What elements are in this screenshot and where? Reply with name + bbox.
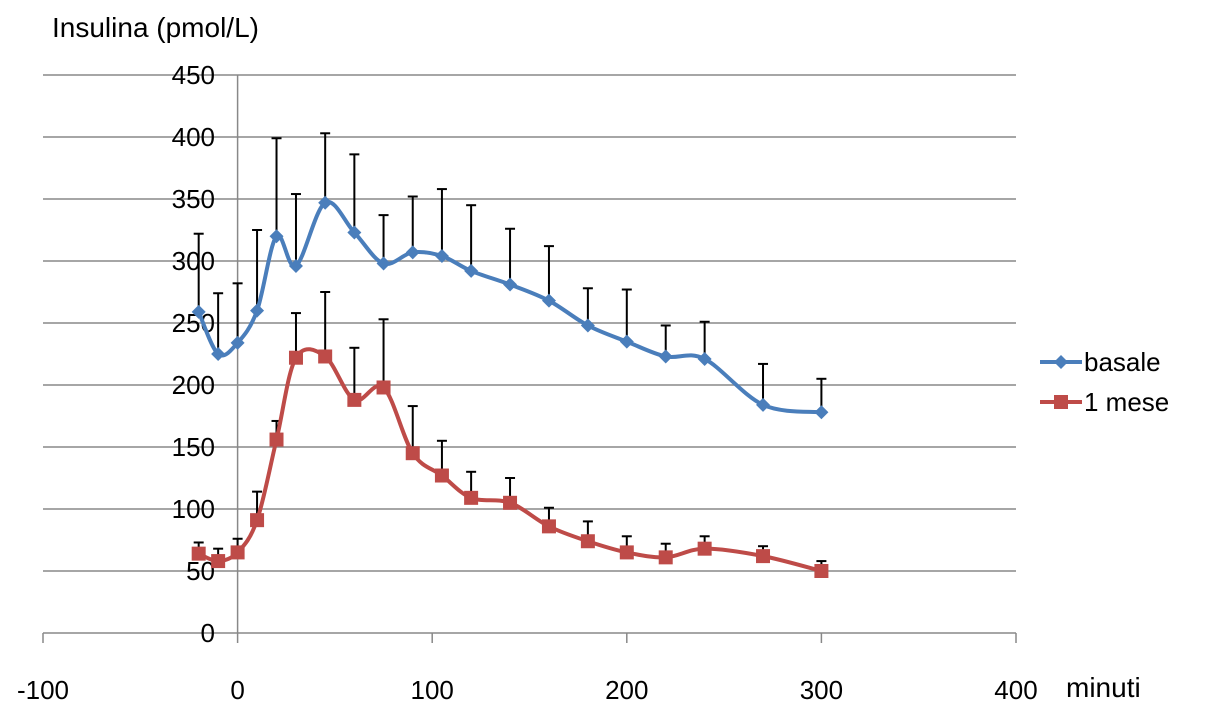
marker-1-mese-2	[230, 545, 245, 560]
x-tick-label--100: -100	[17, 675, 69, 705]
marker-basale-3	[250, 303, 265, 318]
marker-basale-15	[619, 334, 634, 349]
legend-label-basale: basale	[1084, 346, 1161, 377]
marker-basale-13	[541, 293, 556, 308]
legend-swatch-basale	[1040, 355, 1082, 369]
marker-1-mese-7	[347, 392, 362, 407]
x-tick-label-400: 400	[994, 675, 1037, 705]
y-tick-label-300: 300	[172, 246, 215, 276]
x-axis-title: minuti	[1066, 672, 1141, 703]
series-line-1-mese	[197, 347, 822, 573]
marker-basale-1	[211, 347, 226, 361]
marker-basale-14	[580, 318, 595, 333]
marker-basale-12	[503, 277, 518, 292]
y-tick-label-400: 400	[172, 122, 215, 152]
x-tick-labels: -100 0 100 200 300 400	[17, 675, 1038, 705]
marker-basale-2	[230, 335, 245, 350]
marker-1-mese-4	[269, 432, 284, 447]
marker-basale-17	[697, 351, 712, 366]
marker-1-mese-1	[211, 554, 226, 569]
y-tick-label-100: 100	[172, 494, 215, 524]
x-tick-label-200: 200	[605, 675, 648, 705]
marker-1-mese-18	[756, 549, 771, 564]
marker-basale-16	[658, 349, 673, 364]
marker-1-mese-13	[541, 519, 556, 534]
marker-basale-7	[347, 225, 362, 240]
marker-1-mese-11	[464, 490, 479, 505]
legend-label-1-mese: 1 mese	[1084, 386, 1170, 417]
x-tick-label-100: 100	[411, 675, 454, 705]
x-tick-label-300: 300	[800, 675, 843, 705]
marker-basale-11	[464, 263, 479, 278]
marker-1-mese-8	[376, 380, 391, 395]
marker-basale-9	[405, 245, 420, 260]
marker-basale-0	[191, 304, 206, 319]
legend-swatch-1-mese	[1040, 395, 1082, 409]
marker-1-mese-17	[697, 541, 712, 556]
y-tick-label-350: 350	[172, 184, 215, 214]
marker-basale-4	[269, 229, 284, 244]
y-tick-label-150: 150	[172, 432, 215, 462]
legend-item-1-mese: 1 mese	[1040, 382, 1169, 422]
marker-basale-5	[288, 258, 303, 273]
marker-1-mese-0	[191, 546, 206, 561]
marker-1-mese-12	[503, 495, 518, 510]
marker-1-mese-19	[814, 564, 829, 578]
y-tick-label-0: 0	[201, 618, 215, 648]
series-markers	[191, 195, 829, 578]
legend: basale 1 mese	[1040, 342, 1169, 422]
marker-basale-10	[434, 249, 449, 264]
marker-basale-6	[318, 195, 333, 210]
marker-basale-18	[756, 397, 771, 412]
marker-1-mese-3	[250, 513, 265, 528]
legend-item-basale: basale	[1040, 342, 1169, 382]
y-tick-label-200: 200	[172, 370, 215, 400]
marker-1-mese-10	[434, 468, 449, 483]
marker-1-mese-6	[318, 349, 333, 364]
marker-1-mese-9	[405, 446, 420, 461]
marker-basale-8	[376, 256, 391, 271]
marker-1-mese-16	[658, 550, 673, 565]
marker-1-mese-15	[619, 545, 634, 560]
y-axis-title: Insulina (pmol/L)	[52, 12, 259, 43]
marker-basale-19	[814, 405, 829, 420]
x-tick-label-0: 0	[230, 675, 244, 705]
y-tick-label-450: 450	[172, 60, 215, 90]
marker-1-mese-5	[288, 350, 303, 365]
marker-1-mese-14	[580, 534, 595, 549]
